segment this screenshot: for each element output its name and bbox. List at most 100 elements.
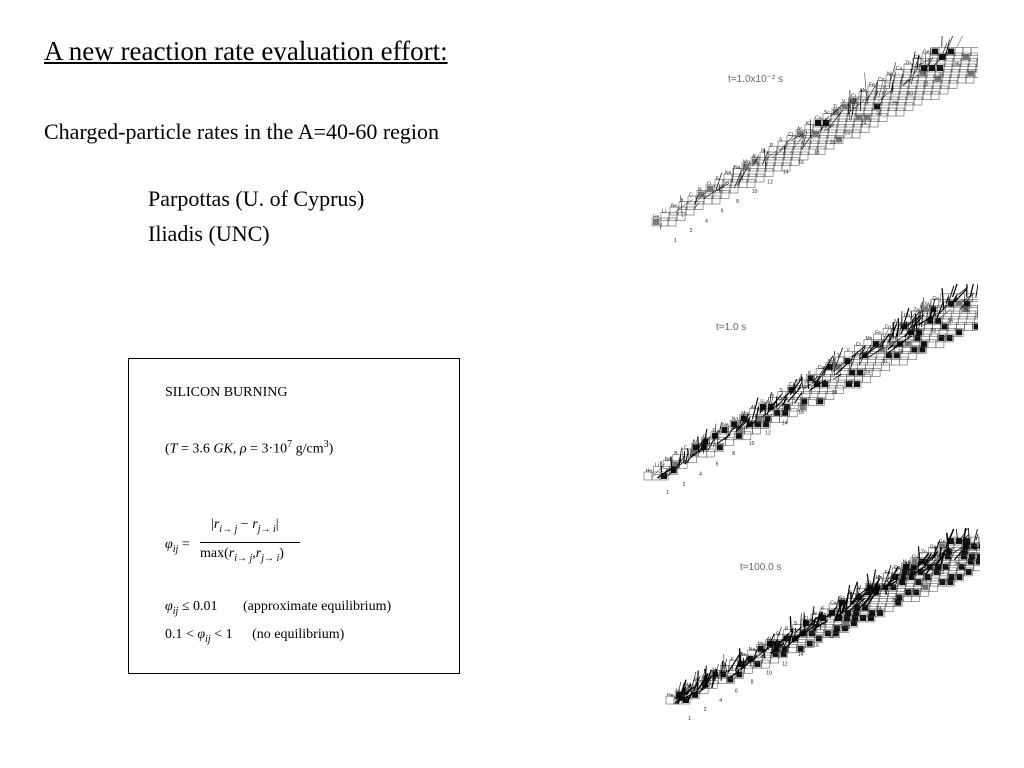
neutron-number-label: 20	[830, 140, 836, 146]
isotope-cell	[973, 316, 978, 326]
reaction-flow-line	[751, 397, 759, 420]
neutron-number-label: 10	[766, 670, 772, 676]
populated-cell	[844, 615, 850, 621]
reaction-flow-line	[887, 344, 894, 351]
isotope-cell	[927, 339, 937, 349]
populated-cell	[911, 346, 918, 353]
temperature-unit: GK	[213, 441, 233, 457]
populated-cell	[721, 427, 728, 433]
reaction-flow-line	[775, 393, 789, 409]
element-label: Co	[878, 77, 885, 83]
reaction-flow-line	[957, 528, 969, 543]
reaction-flow-line	[944, 528, 955, 549]
reaction-flow-line	[697, 439, 715, 455]
reaction-flow-line	[890, 72, 896, 94]
neutron-number-label: 28	[892, 101, 898, 107]
isotope-cell	[978, 536, 980, 546]
reaction-flow-line	[809, 614, 826, 627]
reaction-flow-line	[912, 557, 929, 571]
isotope-cell	[788, 408, 798, 418]
isotope-cell	[972, 322, 978, 331]
populated-cell	[727, 676, 734, 683]
element-label: Cl	[788, 132, 793, 138]
reaction-flow-line	[893, 331, 911, 344]
populated-cell	[896, 594, 903, 601]
reaction-flow-line	[746, 420, 757, 427]
isotope-cell	[956, 322, 965, 331]
isotope-cell	[977, 542, 980, 551]
element-label: Ni	[887, 72, 892, 78]
element-label: Ni	[894, 319, 899, 325]
reaction-flow-line	[890, 62, 897, 81]
populated-cell	[692, 444, 699, 451]
element-label: Ti	[833, 105, 837, 111]
populated-cell	[917, 568, 924, 575]
isotope-cell	[860, 124, 870, 133]
isotope-cell	[801, 391, 811, 400]
isotope-cell	[809, 391, 819, 400]
reaction-flow-line	[713, 423, 717, 448]
reaction-flow-line	[787, 386, 802, 403]
reaction-flow-line	[752, 154, 760, 167]
element-label: Ne	[740, 652, 747, 658]
populated-cell	[756, 415, 763, 422]
neutron-number-label: 28	[907, 588, 913, 594]
isotope-cell	[828, 379, 838, 389]
reaction-flow-line	[732, 165, 735, 184]
reaction-flow-line	[923, 60, 931, 72]
element-label: Mn	[860, 88, 867, 94]
populated-cell	[841, 625, 848, 632]
populated-cell	[885, 352, 892, 359]
populated-cell	[846, 381, 852, 387]
populated-cell	[874, 103, 880, 110]
reaction-flow-line	[799, 613, 802, 636]
element-label: Ar	[797, 127, 802, 133]
reaction-flow-line	[916, 313, 937, 326]
populated-cell	[968, 70, 974, 77]
cond1-text: (approximate equilibrium)	[243, 599, 392, 614]
neutron-number-label: 1	[666, 490, 669, 496]
isotope-cell	[975, 310, 978, 320]
reaction-flow-line	[849, 352, 857, 370]
neutron-number-label: 8	[736, 199, 739, 205]
populated-cell	[716, 444, 723, 451]
reaction-flow-line	[936, 304, 948, 317]
populated-cell	[862, 604, 869, 611]
reaction-flow-line	[939, 550, 946, 570]
neutron-number-label: 24	[865, 369, 871, 375]
element-label: Al	[767, 637, 771, 643]
populated-cell	[849, 369, 856, 376]
isotope-cell	[685, 206, 695, 216]
populated-cell	[941, 323, 948, 330]
reaction-flow-line	[773, 632, 790, 650]
reaction-flow-line	[934, 553, 946, 567]
element-label: O	[707, 182, 711, 188]
populated-cell	[783, 635, 790, 642]
reaction-flow-line	[802, 625, 806, 637]
populated-cell	[799, 404, 806, 410]
populated-cell	[691, 450, 698, 456]
neutron-number-label: 34	[954, 561, 960, 567]
density-exponent: 7	[287, 439, 293, 450]
reaction-flow-line	[696, 670, 699, 691]
reaction-flow-line	[852, 97, 854, 107]
populated-cell	[782, 409, 789, 416]
reaction-flow-line	[901, 74, 920, 86]
reaction-flow-line	[900, 321, 908, 335]
neutron-number-label: 14	[782, 420, 788, 426]
reaction-flow-line	[866, 573, 871, 597]
reaction-flow-line	[769, 391, 772, 406]
neutron-number-label: 2	[704, 707, 707, 713]
element-label: Be	[671, 204, 677, 210]
isotope-cell	[948, 80, 958, 89]
element-label: P	[785, 626, 789, 632]
populated-cell	[942, 563, 949, 570]
neutron-number-label: 26	[876, 111, 882, 117]
reaction-flow-line	[835, 609, 845, 619]
reaction-flow-line	[916, 55, 919, 69]
element-label: Zn	[913, 307, 919, 313]
populated-cell	[975, 558, 980, 565]
reaction-flow-line	[844, 603, 862, 615]
populated-cell	[823, 120, 829, 126]
populated-cell	[754, 661, 761, 668]
